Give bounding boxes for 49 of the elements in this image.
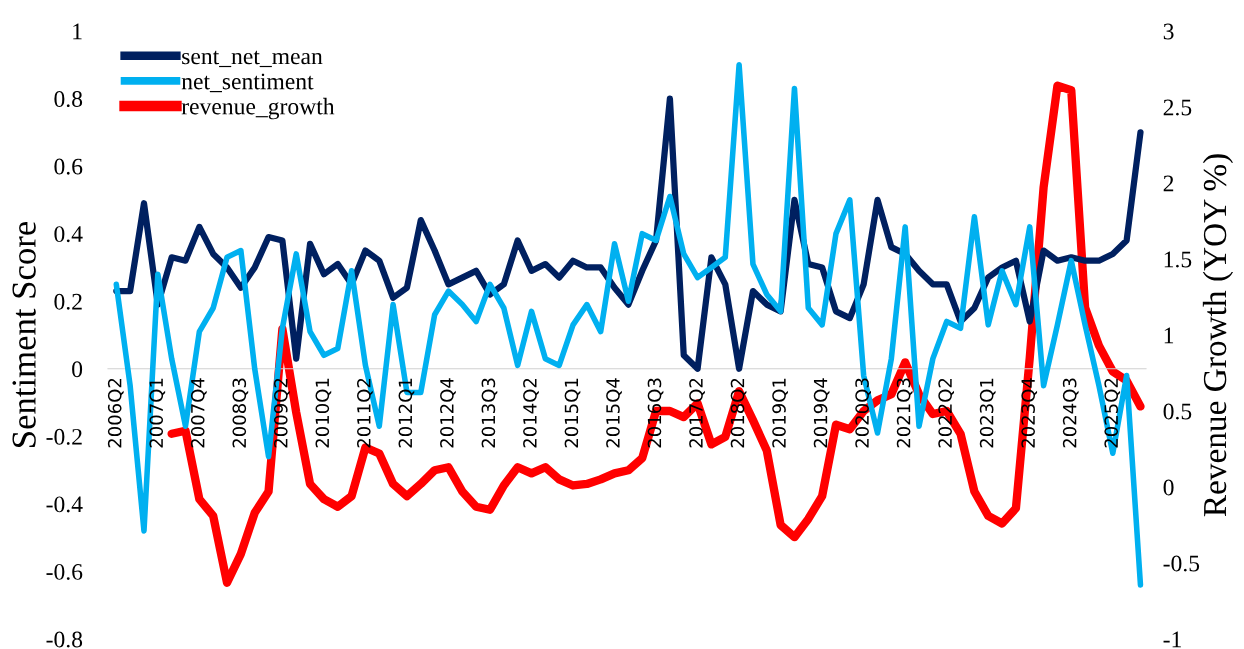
x-tick-label: 2025Q2 xyxy=(1104,378,1121,448)
x-tick-label: 2022Q2 xyxy=(938,378,955,448)
x-tick-label: 2023Q1 xyxy=(979,378,996,448)
legend-label: revenue_growth xyxy=(181,97,335,120)
y2-tick-label: -0.5 xyxy=(1163,555,1200,572)
legend-label: net_sentiment xyxy=(181,73,314,93)
x-tick-label: 2012Q1 xyxy=(398,378,415,448)
x-tick-label: 2019Q1 xyxy=(772,378,788,448)
y-tick-label: -0.6 xyxy=(46,563,83,580)
y-tick-label: -0.2 xyxy=(46,428,82,445)
x-tick-label: 2019Q4 xyxy=(813,378,830,448)
x-tick-label: 2006Q2 xyxy=(107,378,124,448)
y2-tick-label: 1 xyxy=(1164,327,1174,344)
x-tick-label: 2012Q4 xyxy=(440,378,456,448)
x-tick-label: 2020Q3 xyxy=(855,378,871,448)
x-tick-label: 2008Q3 xyxy=(232,378,249,448)
y2-tick-label: 1.5 xyxy=(1164,251,1192,268)
y-tick-label: -0.4 xyxy=(46,496,83,513)
y-tick-label: 0 xyxy=(72,361,83,378)
y-tick-label: 0.2 xyxy=(54,293,82,310)
x-tick-label: 2010Q1 xyxy=(315,378,332,448)
y-tick-label: 1 xyxy=(73,23,82,40)
y-tick-label: 0.6 xyxy=(54,158,83,175)
legend-label: sent_net_mean xyxy=(182,50,323,68)
y2-tick-label: 0 xyxy=(1163,479,1174,496)
x-tick-label: 2014Q2 xyxy=(523,378,539,448)
y-tick-label: 0.8 xyxy=(54,91,83,108)
y-tick-label: -0.8 xyxy=(46,631,83,648)
x-tick-label: 2018Q2 xyxy=(730,378,747,448)
y-tick-label: 0.4 xyxy=(54,226,83,243)
x-tick-label: 2009Q2 xyxy=(273,378,290,448)
y2-axis-title: Revenue Growth (YOY %) xyxy=(1202,154,1234,517)
x-tick-label: 2015Q4 xyxy=(606,378,622,448)
x-tick-label: 2024Q3 xyxy=(1062,378,1079,448)
x-tick-label: 2007Q1 xyxy=(149,378,166,448)
x-tick-label: 2013Q3 xyxy=(481,378,498,448)
y2-tick-label: 2 xyxy=(1163,175,1174,192)
y-axis-title: Sentiment Score xyxy=(12,221,36,447)
x-tick-label: 2021Q3 xyxy=(896,378,913,448)
y2-tick-label: 2.5 xyxy=(1163,99,1192,116)
x-tick-label: 2011Q2 xyxy=(357,378,373,448)
y2-tick-label: -1 xyxy=(1163,631,1181,648)
y2-tick-label: 3 xyxy=(1163,23,1174,40)
x-tick-label: 2023Q4 xyxy=(1021,378,1038,448)
y2-tick-label: 0.5 xyxy=(1163,403,1192,420)
x-tick-label: 2017Q2 xyxy=(689,378,705,448)
x-tick-label: 2007Q4 xyxy=(190,378,207,448)
x-tick-label: 2015Q1 xyxy=(564,378,581,448)
x-tick-label: 2016Q3 xyxy=(647,378,664,448)
